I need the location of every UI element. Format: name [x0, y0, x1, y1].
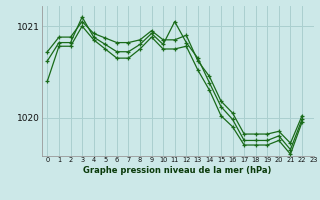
X-axis label: Graphe pression niveau de la mer (hPa): Graphe pression niveau de la mer (hPa): [84, 166, 272, 175]
